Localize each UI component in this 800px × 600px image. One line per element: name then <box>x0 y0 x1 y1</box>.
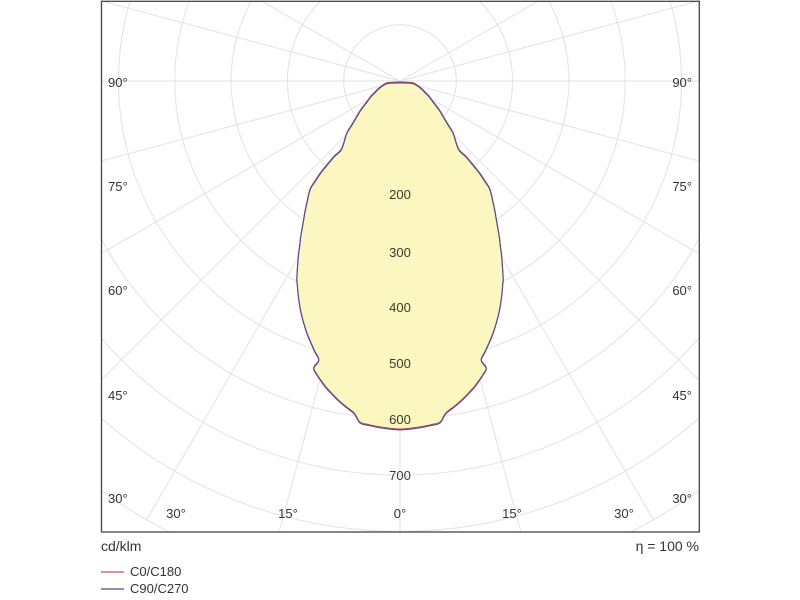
svg-text:cd/klm: cd/klm <box>101 538 141 554</box>
svg-text:90°: 90° <box>108 75 128 90</box>
svg-text:15°: 15° <box>502 506 522 521</box>
svg-text:200: 200 <box>389 187 411 202</box>
svg-text:30°: 30° <box>166 506 186 521</box>
svg-text:700: 700 <box>389 468 411 483</box>
svg-text:500: 500 <box>389 356 411 371</box>
svg-text:30°: 30° <box>108 491 128 506</box>
svg-text:60°: 60° <box>672 283 692 298</box>
svg-text:30°: 30° <box>614 506 634 521</box>
svg-text:η = 100 %: η = 100 % <box>636 538 699 554</box>
svg-text:60°: 60° <box>108 283 128 298</box>
svg-text:45°: 45° <box>672 388 692 403</box>
svg-text:0°: 0° <box>394 506 406 521</box>
svg-text:75°: 75° <box>672 179 692 194</box>
svg-text:15°: 15° <box>278 506 298 521</box>
svg-text:400: 400 <box>389 300 411 315</box>
svg-text:30°: 30° <box>672 491 692 506</box>
svg-text:C0/C180: C0/C180 <box>130 564 181 579</box>
svg-text:45°: 45° <box>108 388 128 403</box>
svg-text:300: 300 <box>389 245 411 260</box>
svg-text:90°: 90° <box>672 75 692 90</box>
svg-text:600: 600 <box>389 412 411 427</box>
svg-text:75°: 75° <box>108 179 128 194</box>
svg-text:C90/C270: C90/C270 <box>130 581 189 596</box>
